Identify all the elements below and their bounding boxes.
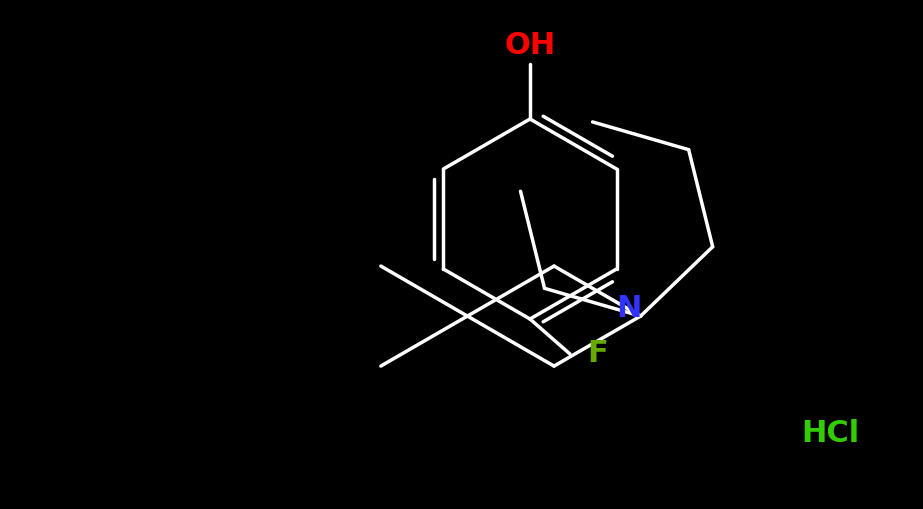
Text: N: N xyxy=(616,294,641,323)
Text: F: F xyxy=(588,340,608,369)
Text: HCl: HCl xyxy=(801,419,859,448)
Text: OH: OH xyxy=(504,32,556,61)
